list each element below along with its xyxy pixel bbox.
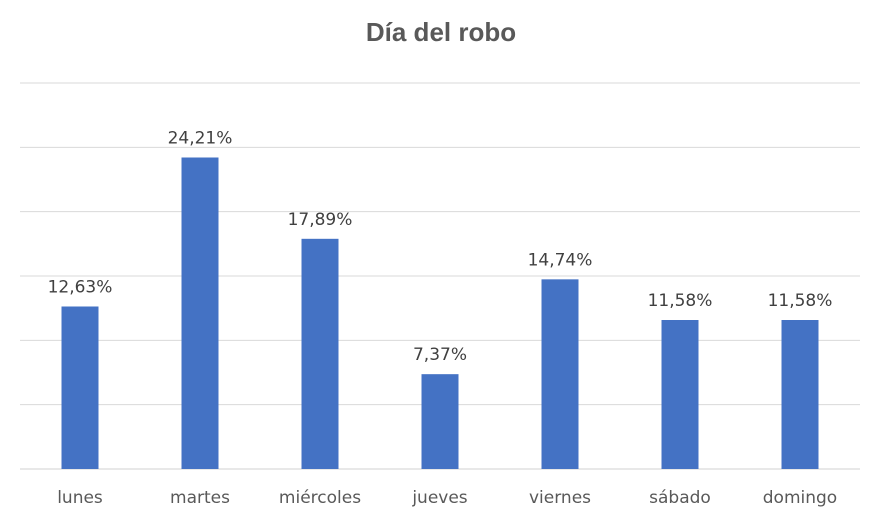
category-labels: lunes martes miércoles jueves viernes sábado d… [57, 488, 837, 508]
bar-0 [61, 306, 99, 469]
category-label-4: viernes [529, 488, 591, 508]
category-label-6: domingo [763, 488, 837, 508]
category-label-5: sábado [649, 488, 711, 508]
bar-3 [421, 374, 459, 469]
category-label-2: miércoles [279, 488, 361, 508]
bar-2 [301, 238, 339, 469]
bar-6 [781, 320, 819, 469]
bar-1 [181, 157, 219, 470]
chart-title: Día del robo [366, 17, 516, 47]
bars [61, 157, 819, 470]
data-label-5: 11,58% [648, 291, 713, 311]
data-label-2: 17,89% [288, 210, 353, 230]
data-label-6: 11,58% [768, 291, 833, 311]
category-label-0: lunes [57, 488, 103, 508]
bar-4 [541, 279, 579, 469]
data-label-3: 7,37% [413, 345, 467, 365]
category-label-1: martes [170, 488, 230, 508]
data-label-0: 12,63% [48, 277, 113, 297]
data-label-4: 14,74% [528, 250, 593, 270]
data-label-1: 24,21% [168, 128, 233, 148]
category-label-3: jueves [411, 488, 467, 508]
data-labels: 12,63% 24,21% 17,89% 7,37% 14,74% 11,58% 11,58… [48, 128, 833, 365]
gridlines [20, 82, 860, 470]
bar-5 [661, 320, 699, 469]
